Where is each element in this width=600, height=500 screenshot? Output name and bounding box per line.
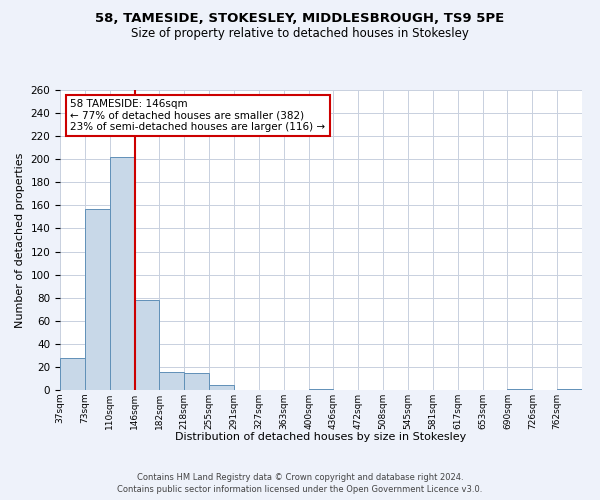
- Text: Size of property relative to detached houses in Stokesley: Size of property relative to detached ho…: [131, 28, 469, 40]
- Y-axis label: Number of detached properties: Number of detached properties: [15, 152, 25, 328]
- Text: 58, TAMESIDE, STOKESLEY, MIDDLESBROUGH, TS9 5PE: 58, TAMESIDE, STOKESLEY, MIDDLESBROUGH, …: [95, 12, 505, 26]
- Text: Contains public sector information licensed under the Open Government Licence v3: Contains public sector information licen…: [118, 485, 482, 494]
- Bar: [160, 372, 184, 390]
- Text: Contains HM Land Registry data © Crown copyright and database right 2024.: Contains HM Land Registry data © Crown c…: [137, 472, 463, 482]
- Bar: [508, 389, 532, 390]
- Bar: [557, 389, 582, 390]
- Bar: [85, 209, 110, 390]
- Bar: [308, 389, 334, 390]
- Bar: [209, 386, 234, 390]
- Bar: [184, 372, 209, 390]
- Text: Distribution of detached houses by size in Stokesley: Distribution of detached houses by size …: [175, 432, 467, 442]
- Bar: [134, 300, 160, 390]
- Bar: [110, 157, 134, 390]
- Text: 58 TAMESIDE: 146sqm
← 77% of detached houses are smaller (382)
23% of semi-detac: 58 TAMESIDE: 146sqm ← 77% of detached ho…: [70, 99, 326, 132]
- Bar: [60, 358, 85, 390]
